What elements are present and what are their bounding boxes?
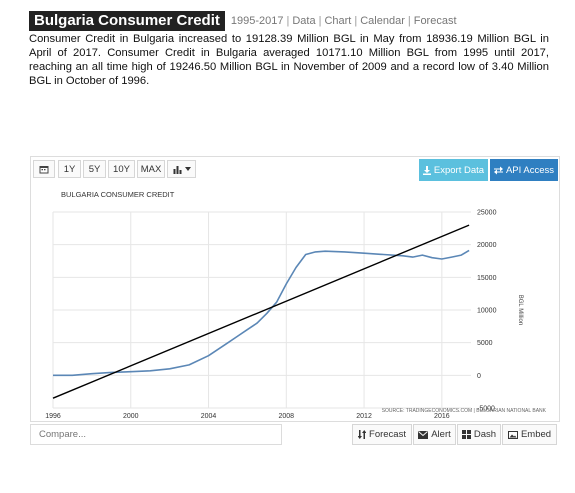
api-access-label: API Access [505,164,555,176]
grid [52,211,471,409]
bottom-toolbar: Forecast Alert Dash Embed [30,424,558,446]
download-icon [422,165,431,175]
api-access-button[interactable]: API Access [490,159,558,181]
y-tick-label: 5000 [477,340,493,347]
chart-title: BULGARIA CONSUMER CREDIT [61,190,175,199]
exchange-icon [493,166,503,174]
header: Bulgaria Consumer Credit 1995-2017 | Data |… [29,11,457,31]
series-layer [52,224,470,399]
forecast-button[interactable]: Forecast [352,424,412,445]
image-icon [507,430,518,439]
y-tick-label: 20000 [477,242,497,249]
forecast-label: Forecast [369,429,406,440]
nav-link-calendar[interactable]: Calendar [360,15,405,27]
description: Consumer Credit in Bulgaria increased to… [29,33,549,87]
bar-chart-icon [173,165,181,174]
chart-panel: 1Y 5Y 10Y MAX Export Data API Access BUL… [30,156,560,422]
embed-label: Embed [520,429,552,440]
nav-link-data[interactable]: Data [292,15,316,27]
x-tick-label: 2004 [201,413,217,420]
dash-button[interactable]: Dash [457,424,501,445]
y-tick-label: 0 [477,373,481,380]
y-axis-label: BGL Million [517,295,523,325]
embed-button[interactable]: Embed [502,424,557,445]
x-tick-label: 2000 [123,413,139,420]
y-axis-ticks: -5000 0 5000 10000 15000 20000 25000 [477,210,497,413]
compare-input[interactable] [30,424,282,445]
envelope-icon [418,430,429,439]
y-tick-label: 25000 [477,210,497,217]
alert-label: Alert [431,429,451,440]
page-title: Bulgaria Consumer Credit [29,11,225,31]
dash-label: Dash [473,429,497,440]
y-tick-label: 15000 [477,275,497,282]
header-nav: 1995-2017 | Data | Chart | Calendar | Forecast [230,15,457,27]
y-tick-label: 10000 [477,308,497,315]
x-axis-ticks: 1996 2000 2004 2008 2012 2016 [45,413,450,420]
x-tick-label: 2008 [279,413,295,420]
nav-link-period[interactable]: 1995-2017 [230,15,284,27]
dashboard-icon [461,430,471,439]
x-tick-label: 1996 [45,413,61,420]
export-data-label: Export Data [433,164,485,176]
nav-link-chart[interactable]: Chart [324,15,352,27]
range-10y-button[interactable]: 10Y [108,160,135,178]
export-data-button[interactable]: Export Data [419,159,488,181]
range-1y-button[interactable]: 1Y [58,160,81,178]
chart-source: SOURCE: TRADINGECONOMICS.COM | BULGARIAN… [382,408,547,414]
chart-toolbar: 1Y 5Y 10Y MAX Export Data API Access [31,157,559,181]
series-line [53,249,470,377]
calendar-icon [39,165,49,173]
calendar-button[interactable] [33,160,55,178]
chart-type-button[interactable] [167,160,196,178]
y-tick-label: -5000 [477,406,495,413]
chart-area: BULGARIA CONSUMER CREDIT 1996 2000 2004 200… [45,190,547,420]
chevron-down-icon [184,167,191,171]
range-max-button[interactable]: MAX [137,160,165,178]
nav-link-forecast[interactable]: Forecast [413,15,457,27]
x-tick-label: 2012 [356,413,372,420]
range-5y-button[interactable]: 5Y [83,160,106,178]
alert-button[interactable]: Alert [413,424,456,445]
sort-icon [358,430,367,439]
x-tick-label: 2016 [434,413,450,420]
trend-line [52,224,470,399]
